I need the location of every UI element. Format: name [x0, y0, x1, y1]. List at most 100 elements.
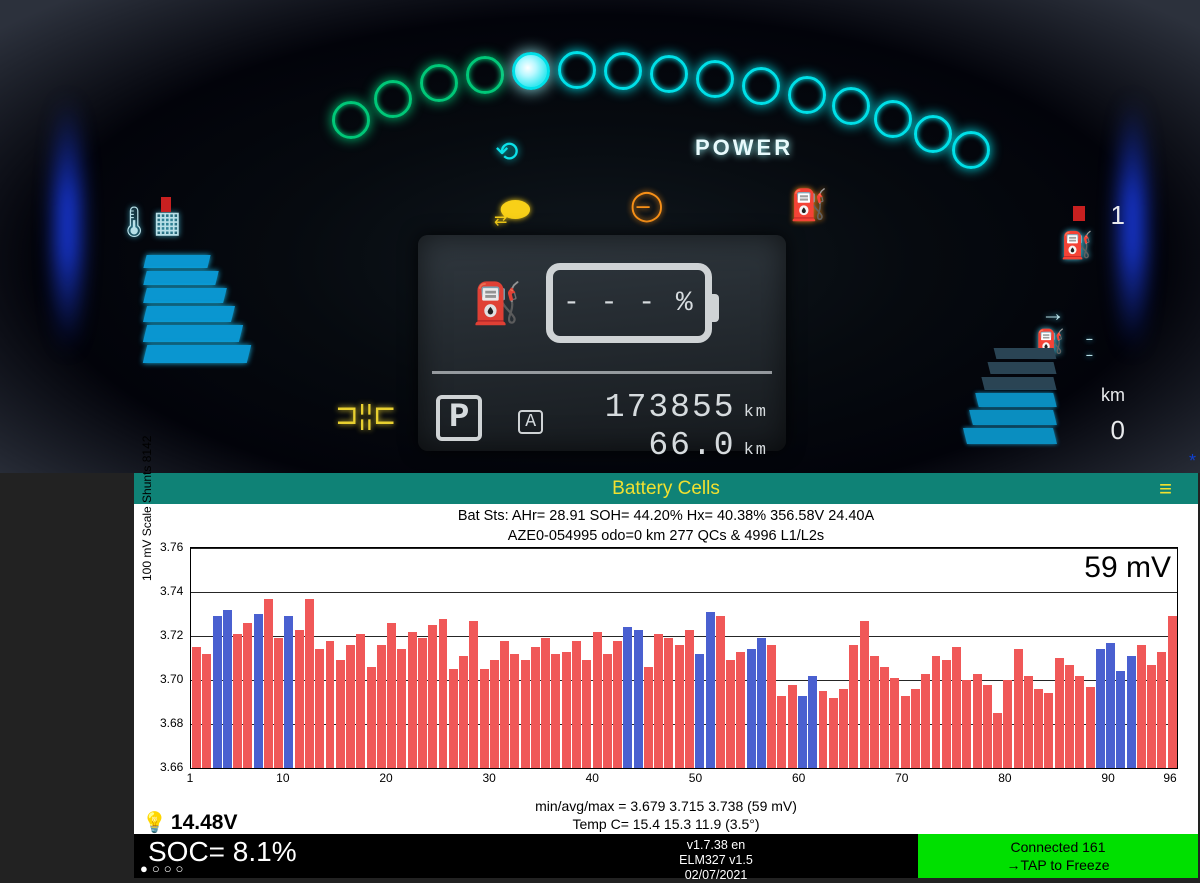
- cell-bar: [356, 634, 365, 768]
- cell-bar: [346, 645, 355, 768]
- minmax-line: min/avg/max = 3.679 3.715 3.738 (59 mV): [134, 797, 1198, 815]
- cell-bar: [192, 647, 201, 768]
- headlight-icon: ⊐¦¦⊏: [335, 398, 396, 431]
- cell-bar: [449, 669, 458, 768]
- adapter-version: ELM327 v1.5: [514, 853, 918, 868]
- connection-panel[interactable]: Connected 161 →TAP to Freeze: [918, 834, 1198, 878]
- temp-hot-marker: [161, 197, 171, 212]
- cell-bar: [1044, 693, 1053, 768]
- page-dots: ●○○○: [140, 861, 187, 876]
- power-arc-segment: [874, 100, 912, 138]
- xtick-label: 1: [187, 771, 194, 785]
- cell-bar: [510, 654, 519, 768]
- cell-bar: [1065, 665, 1074, 768]
- footer-date: 02/07/2021: [514, 868, 918, 883]
- cell-bar: [1024, 676, 1033, 768]
- cell-bar: [1147, 665, 1156, 768]
- cell-bar: [1086, 687, 1095, 768]
- power-arc-segment: [832, 87, 870, 125]
- battery-percent: - - - %: [563, 288, 695, 319]
- temp-segment: [143, 271, 218, 285]
- cell-bar: [860, 621, 869, 768]
- thermometer-icon: 🌡▦: [115, 206, 181, 239]
- cell-bar: [1106, 643, 1115, 768]
- cell-bar: [798, 696, 807, 769]
- lcd-divider: [432, 371, 772, 374]
- cell-bar: [1096, 649, 1105, 768]
- cell-bar: [962, 680, 971, 768]
- power-arc: [0, 0, 1200, 200]
- capacity-full-marker: [1073, 206, 1085, 221]
- cell-bar: [706, 612, 715, 768]
- gear-indicator: P: [436, 395, 482, 441]
- power-limit-turtle-icon: ◯⚊: [630, 188, 664, 223]
- cell-bar: [736, 652, 745, 769]
- cell-bar: [408, 632, 417, 768]
- charging-plug-icon: ⛽: [472, 280, 522, 327]
- cell-bar: [418, 638, 427, 768]
- cell-bar: [664, 638, 673, 768]
- soc-panel[interactable]: SOC= 8.1% ●○○○: [134, 834, 514, 878]
- cell-bar: [634, 630, 643, 769]
- cell-bar: [695, 654, 704, 768]
- trip-value: 66.0: [648, 427, 735, 464]
- ytick-label: 3.66: [160, 760, 183, 774]
- cell-bar: [942, 660, 951, 768]
- app-header: Battery Cells ≡: [134, 473, 1198, 504]
- bookmark-star-icon[interactable]: *: [1189, 451, 1196, 472]
- power-arc-segment: [332, 101, 370, 139]
- cell-bar: [839, 689, 848, 768]
- cell-bar: [582, 660, 591, 768]
- power-arc-segment: [558, 51, 596, 89]
- cell-bar: [459, 656, 468, 768]
- cell-bar: [1003, 680, 1012, 768]
- cell-bar: [1116, 671, 1125, 768]
- cell-voltage-chart[interactable]: 100 mV Scale Shunts 8142 59 mV 3.663.683…: [142, 547, 1184, 795]
- cell-bar: [644, 667, 653, 768]
- cell-bar: [254, 614, 263, 768]
- cell-bar: [480, 669, 489, 768]
- trip-selector: A: [518, 410, 543, 434]
- xtick-label: 10: [276, 771, 289, 785]
- aux-voltage-value: 14.48V: [171, 811, 238, 835]
- screen-title: Battery Cells: [612, 478, 720, 500]
- menu-icon[interactable]: ≡: [1159, 476, 1172, 502]
- cell-bar: [654, 634, 663, 768]
- fuel-plug-icon: ⛽: [1061, 230, 1093, 261]
- power-arc-segment: [604, 52, 642, 90]
- power-arc-segment: [914, 115, 952, 153]
- cell-bar: [500, 641, 509, 769]
- trip-unit: km: [744, 441, 768, 460]
- cell-bar: [716, 616, 725, 768]
- cell-bar: [777, 696, 786, 769]
- cell-bar: [685, 630, 694, 769]
- cell-bar: [623, 627, 632, 768]
- chart-ylabel: 100 mV Scale Shunts 8142: [140, 436, 154, 581]
- cell-bar: [993, 713, 1002, 768]
- tap-to-freeze: →TAP to Freeze: [918, 857, 1198, 875]
- gridline: [191, 592, 1177, 593]
- cell-bar: [952, 647, 961, 768]
- cell-bar: [305, 599, 314, 768]
- capacity-segment: [981, 377, 1056, 390]
- temp-segment: [143, 255, 210, 268]
- temp-segment: [143, 288, 227, 303]
- xtick-label: 20: [379, 771, 392, 785]
- power-arc-segment: [696, 60, 734, 98]
- cell-bar: [531, 647, 540, 768]
- cell-bar: [1137, 645, 1146, 768]
- cell-bar: [521, 660, 530, 768]
- capacity-segment: [969, 410, 1057, 425]
- temp-segment: [143, 345, 251, 363]
- xtick-label: 60: [792, 771, 805, 785]
- cell-bar: [377, 645, 386, 768]
- app-footer: SOC= 8.1% ●○○○ v1.7.38 en ELM327 v1.5 02…: [134, 834, 1198, 878]
- cell-bar: [1055, 658, 1064, 768]
- cell-bar: [1034, 689, 1043, 768]
- power-arc-segment: [512, 52, 550, 90]
- cell-bar: [387, 623, 396, 768]
- capacity-segment: [988, 362, 1057, 374]
- ytick-label: 3.72: [160, 628, 183, 642]
- odometer-unit: km: [744, 403, 768, 422]
- bulb-icon: 💡: [142, 810, 167, 835]
